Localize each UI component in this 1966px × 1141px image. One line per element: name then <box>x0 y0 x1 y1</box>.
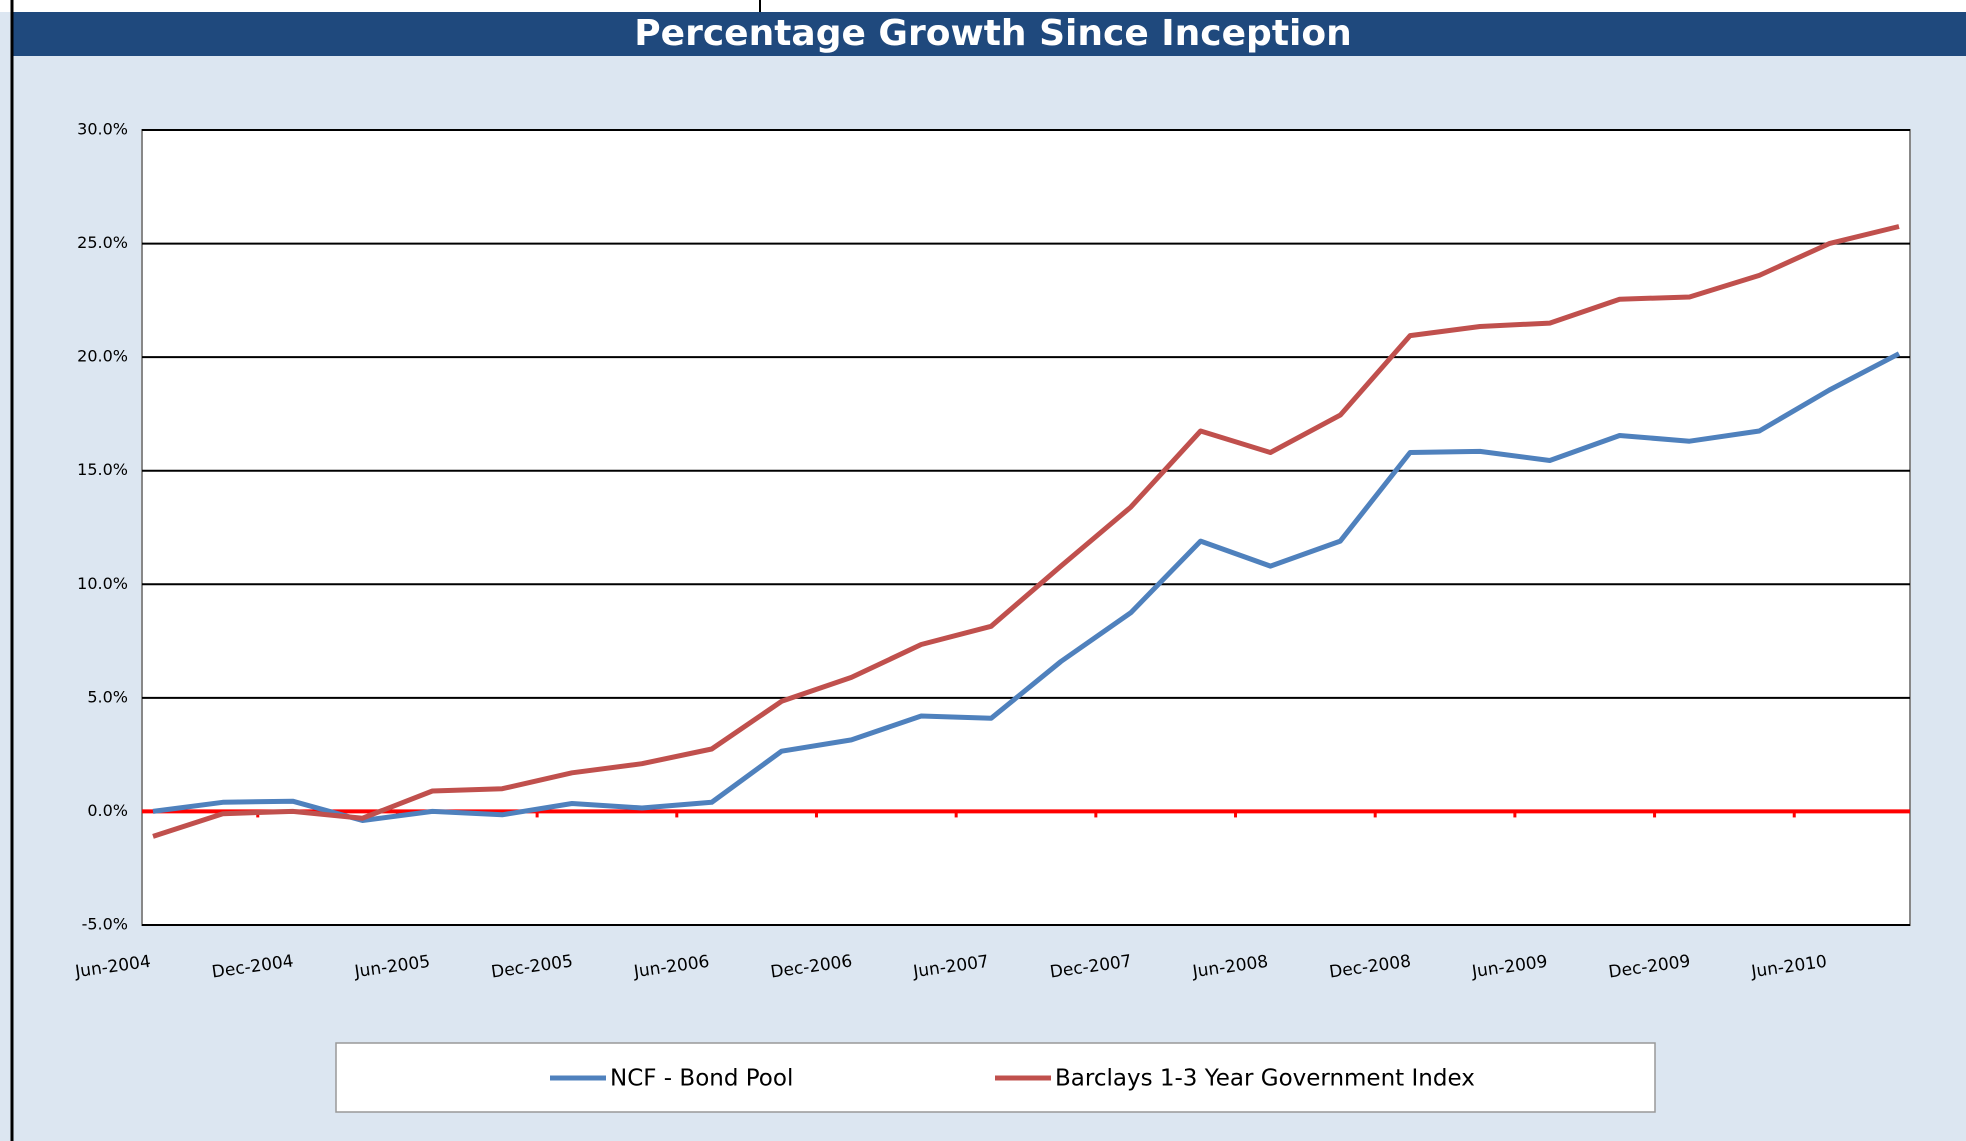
y-tick-label: 15.0% <box>77 460 128 479</box>
series-line <box>152 351 1901 823</box>
plot-area <box>141 129 1911 926</box>
y-tick-label: -5.0% <box>82 915 128 934</box>
chart-title: Percentage Growth Since Inception <box>634 13 1351 54</box>
top-strip <box>0 0 1966 12</box>
y-tick-label: 5.0% <box>87 687 128 706</box>
series-line <box>152 224 1900 839</box>
y-tick-label: 30.0% <box>77 120 128 139</box>
legend-label: Barclays 1-3 Year Government Index <box>1055 1066 1475 1092</box>
y-tick-label: 25.0% <box>77 233 128 252</box>
y-tick-label: 10.0% <box>77 574 128 593</box>
y-tick-label: 0.0% <box>87 801 128 820</box>
title-bar <box>12 12 1966 56</box>
legend-label: NCF - Bond Pool <box>610 1066 793 1092</box>
y-tick-label: 20.0% <box>77 347 128 366</box>
